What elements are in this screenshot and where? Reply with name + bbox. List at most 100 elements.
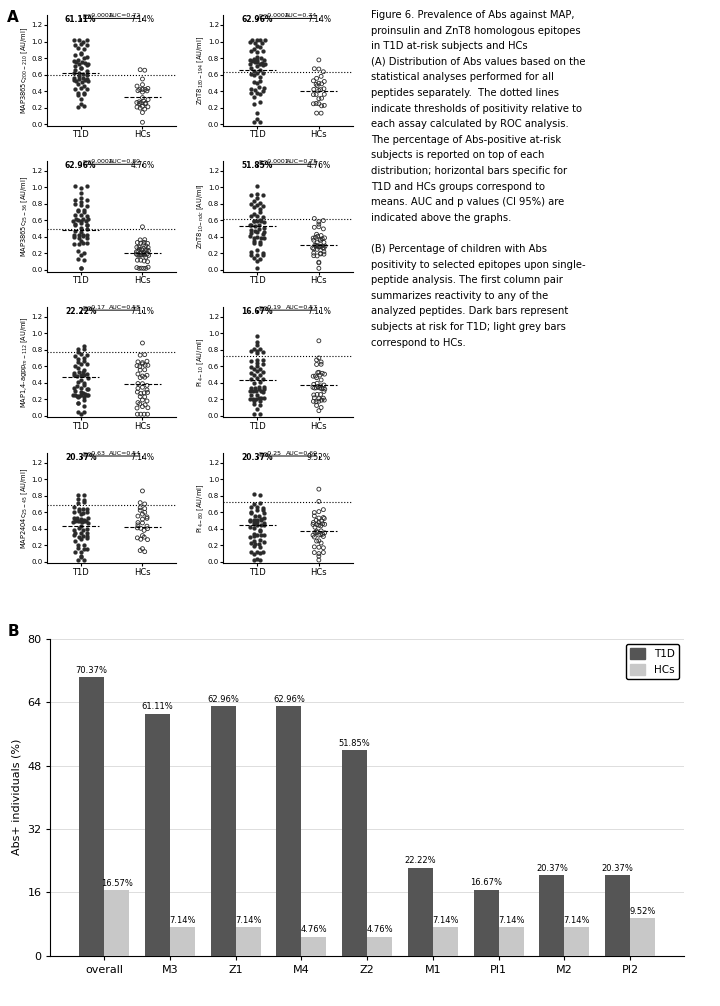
Point <box>69 382 81 398</box>
Point <box>316 392 328 408</box>
Text: AUC=0.80: AUC=0.80 <box>109 159 141 164</box>
Point <box>313 390 325 406</box>
Point <box>313 96 325 112</box>
Point <box>75 531 86 547</box>
Point <box>311 226 323 242</box>
Point <box>139 62 150 78</box>
Point <box>138 234 150 250</box>
Bar <box>342 750 367 956</box>
Point <box>133 247 145 264</box>
Point <box>132 366 144 382</box>
Text: subjects is reported on top of each: subjects is reported on top of each <box>371 151 544 160</box>
Point <box>250 383 261 399</box>
Point <box>135 531 147 547</box>
Point <box>77 522 89 538</box>
Point <box>249 81 261 98</box>
Point <box>251 246 263 263</box>
Point <box>78 397 89 413</box>
Point <box>78 350 89 366</box>
Point <box>254 95 266 111</box>
Point <box>250 391 261 407</box>
Bar <box>433 928 458 956</box>
Point <box>81 178 92 194</box>
Point <box>81 66 93 82</box>
Point <box>308 376 320 392</box>
Point <box>135 500 146 516</box>
Point <box>251 52 263 68</box>
Point <box>139 101 150 117</box>
Point <box>248 234 260 250</box>
Point <box>257 543 269 559</box>
Point <box>69 387 81 403</box>
Text: AUC=0.72: AUC=0.72 <box>109 13 141 18</box>
Text: AUC=0.60: AUC=0.60 <box>286 451 318 456</box>
Point <box>314 380 325 396</box>
Point <box>248 63 260 79</box>
Point <box>77 505 89 521</box>
Text: p<0.63: p<0.63 <box>82 451 105 456</box>
Point <box>314 367 325 383</box>
Point <box>70 513 81 529</box>
Text: 20.37%: 20.37% <box>536 863 568 872</box>
Point <box>82 211 94 227</box>
Point <box>257 43 269 59</box>
Point <box>136 246 148 263</box>
Point <box>253 381 264 397</box>
Point <box>315 245 326 262</box>
Point <box>137 527 148 543</box>
Point <box>140 396 151 412</box>
Point <box>81 235 93 252</box>
Point <box>315 386 326 402</box>
Point <box>78 202 89 218</box>
Bar <box>170 928 195 956</box>
Point <box>72 491 84 507</box>
Point <box>78 244 89 261</box>
Point <box>139 504 150 520</box>
Point <box>75 366 86 382</box>
Bar <box>145 713 170 956</box>
Point <box>75 220 86 236</box>
Text: 7.11%: 7.11% <box>130 307 154 316</box>
Point <box>313 548 325 564</box>
Point <box>135 253 147 269</box>
Text: AUC=0.54: AUC=0.54 <box>109 451 141 456</box>
Point <box>140 96 152 112</box>
Point <box>132 530 143 546</box>
Point <box>75 190 86 206</box>
Point <box>75 232 86 248</box>
Text: Figure 6. Prevalence of Abs against MAP,: Figure 6. Prevalence of Abs against MAP, <box>371 10 575 20</box>
Point <box>313 510 325 526</box>
Point <box>137 398 148 414</box>
Text: subjects at risk for T1D; light grey bars: subjects at risk for T1D; light grey bar… <box>371 322 566 332</box>
Point <box>135 241 147 258</box>
Point <box>137 540 148 556</box>
Point <box>245 535 256 551</box>
Point <box>135 362 146 378</box>
Point <box>310 237 322 254</box>
Point <box>75 372 86 388</box>
Point <box>142 531 153 547</box>
Point <box>69 525 81 541</box>
Point <box>258 55 270 71</box>
Point <box>81 513 92 529</box>
Point <box>315 518 327 534</box>
Text: 7.14%: 7.14% <box>130 15 155 24</box>
Point <box>316 91 328 107</box>
Point <box>138 245 149 262</box>
Point <box>81 387 92 403</box>
Point <box>251 370 263 386</box>
Point <box>254 62 266 78</box>
Point <box>248 512 259 528</box>
Point <box>307 368 319 384</box>
Point <box>251 517 263 533</box>
Point <box>318 380 329 396</box>
Point <box>309 505 320 521</box>
Point <box>81 347 92 363</box>
Text: p<0.0001: p<0.0001 <box>82 13 112 18</box>
Point <box>254 39 266 55</box>
Point <box>135 61 146 77</box>
Point <box>247 391 258 407</box>
Point <box>307 239 318 256</box>
Point <box>258 213 270 229</box>
Point <box>68 522 80 538</box>
